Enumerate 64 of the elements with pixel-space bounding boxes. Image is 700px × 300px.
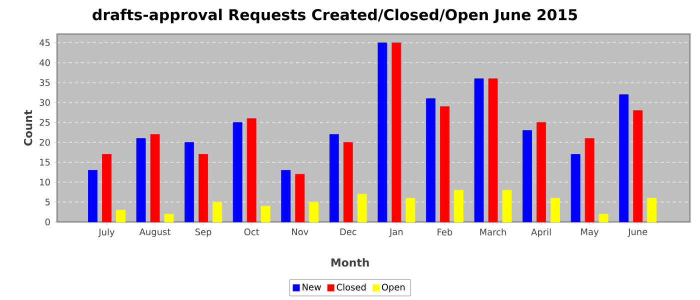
bar (619, 94, 629, 222)
bar (116, 210, 126, 222)
bar (570, 154, 580, 222)
bar (647, 198, 657, 222)
bar (232, 122, 242, 222)
bar (295, 174, 305, 222)
bar (440, 106, 450, 222)
bar (88, 170, 98, 222)
bar (102, 154, 112, 222)
bar (136, 138, 146, 222)
bar (454, 190, 464, 222)
bar (584, 138, 594, 222)
y-tick-label: 10 (40, 178, 50, 186)
bar (392, 42, 402, 222)
bar (198, 154, 208, 222)
bar (474, 78, 484, 222)
bar (164, 214, 174, 222)
bar (426, 98, 436, 222)
bar (246, 118, 256, 222)
x-tick-label: Oct (244, 228, 260, 236)
bar (281, 170, 291, 222)
bar (309, 202, 319, 222)
y-tick-label: 30 (40, 99, 50, 106)
bar (633, 110, 643, 222)
bar (184, 142, 194, 222)
legend-label: Closed (336, 284, 366, 291)
x-tick-label: March (480, 228, 506, 236)
bar (536, 122, 546, 222)
y-tick-label: 0 (45, 218, 50, 226)
x-axis-title: Month (331, 258, 369, 267)
y-tick-label: 15 (40, 158, 50, 166)
bar (488, 78, 498, 222)
bar (260, 206, 270, 222)
y-tick-label: 40 (40, 59, 50, 66)
bar (598, 214, 608, 222)
bar (329, 134, 339, 222)
bar (406, 198, 416, 222)
bar (522, 130, 532, 222)
y-tick-label: 5 (45, 198, 50, 206)
y-tick-label: 25 (40, 119, 50, 126)
x-tick-label: July (98, 228, 115, 238)
x-tick-label: April (531, 228, 551, 238)
x-tick-label: May (581, 228, 599, 237)
x-tick-label: Feb (438, 228, 452, 236)
legend-label: New (302, 284, 321, 290)
chart-title: drafts-approval Requests Created/Closed/Open June 2015 (92, 8, 577, 24)
bar (150, 134, 160, 222)
x-tick-label: Jan (389, 228, 403, 237)
bar (550, 198, 560, 222)
x-tick-label: Dec (340, 228, 356, 236)
x-tick-label: June (628, 228, 648, 237)
bar (357, 194, 367, 222)
y-tick-label: 20 (40, 138, 50, 146)
x-tick-label: Sep (195, 228, 212, 238)
legend-label: Open (382, 284, 405, 292)
bar (502, 190, 512, 222)
x-tick-label: Nov (292, 228, 308, 236)
y-tick-label: 45 (40, 39, 50, 46)
y-axis-title: Count (24, 110, 32, 146)
bar (378, 42, 388, 222)
x-tick-label: August (139, 228, 170, 237)
bar (212, 202, 222, 222)
bar (343, 142, 353, 222)
y-tick-label: 35 (40, 79, 50, 86)
